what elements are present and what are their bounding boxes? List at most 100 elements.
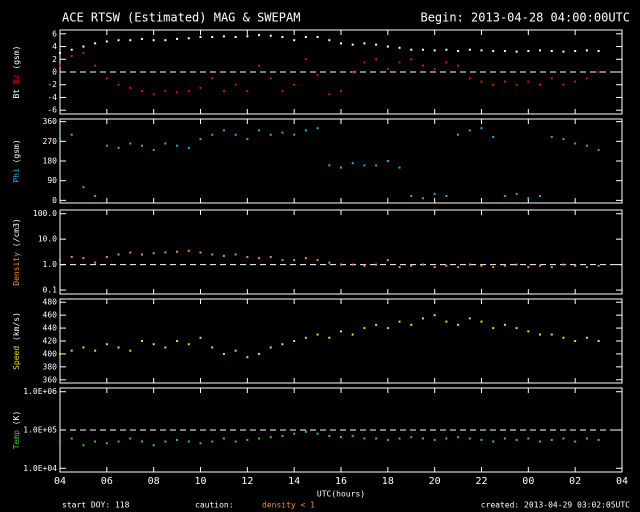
legend-entry: Bt <box>12 89 21 99</box>
data-point <box>421 317 424 320</box>
data-point <box>340 330 342 333</box>
data-point <box>187 90 190 93</box>
x-tick-label: 12 <box>241 476 253 487</box>
data-point <box>433 314 436 317</box>
data-point <box>59 259 61 262</box>
x-tick-label: 06 <box>101 476 113 487</box>
data-point <box>539 195 542 197</box>
data-point <box>105 442 108 445</box>
begin-time: Begin: 2013-04-28 04:00:00UTC <box>420 11 630 25</box>
data-point <box>222 129 225 132</box>
data-point <box>82 45 85 48</box>
data-point <box>304 430 307 433</box>
data-point <box>140 37 143 40</box>
data-point <box>468 263 471 266</box>
y-tick-label: 1.0 <box>43 260 58 269</box>
title: ACE RTSW (Estimated) MAG & SWEPAM <box>62 11 300 25</box>
data-point <box>585 49 588 52</box>
created-time: created: 2013-04-29 03:02:05UTC <box>481 501 630 510</box>
legend-entry: Temp <box>12 430 21 449</box>
data-point <box>550 77 553 80</box>
data-point <box>316 74 319 77</box>
data-point <box>421 197 424 200</box>
data-point <box>105 343 108 346</box>
y-tick-label: 1.0E+04 <box>23 464 57 473</box>
data-point <box>59 64 61 67</box>
data-point <box>94 349 97 352</box>
data-point <box>281 90 284 93</box>
y-axis-label-unit: (K) <box>12 411 21 425</box>
data-point <box>515 327 518 330</box>
data-point <box>550 135 553 138</box>
panel-frame <box>59 209 623 295</box>
y-tick-label: 2 <box>52 55 57 64</box>
data-point <box>457 436 460 439</box>
data-point <box>515 438 518 441</box>
data-point <box>445 61 448 64</box>
data-point <box>562 50 565 53</box>
data-point <box>375 263 378 266</box>
data-point <box>550 438 553 441</box>
data-point <box>152 149 155 152</box>
data-point <box>176 438 179 441</box>
data-point <box>375 58 378 61</box>
data-point <box>269 436 272 439</box>
y-tick-label: 480 <box>43 298 58 307</box>
data-point <box>375 437 378 440</box>
data-point <box>258 352 261 355</box>
data-point <box>574 340 577 342</box>
data-point <box>269 77 272 80</box>
data-point <box>480 320 483 323</box>
data-point <box>480 49 483 52</box>
data-point <box>199 36 202 38</box>
data-point <box>480 264 483 267</box>
data-point <box>316 127 319 130</box>
data-point <box>199 138 202 141</box>
legend-entry: Phi <box>12 168 21 183</box>
data-point <box>304 36 307 38</box>
data-point <box>585 437 588 440</box>
data-point <box>539 440 542 443</box>
data-point <box>94 64 97 67</box>
data-point <box>328 93 331 96</box>
data-point <box>304 336 307 339</box>
data-point <box>574 264 577 267</box>
data-point <box>515 263 518 266</box>
data-point <box>562 336 565 339</box>
data-point <box>527 50 530 52</box>
data-point <box>70 437 73 440</box>
data-point <box>421 263 424 266</box>
data-point <box>597 50 600 52</box>
y-axis-label: Phi (gsm) <box>12 139 21 182</box>
data-point <box>94 42 97 45</box>
data-point <box>152 252 155 255</box>
data-point <box>117 253 120 256</box>
data-point <box>187 37 190 40</box>
data-point <box>468 48 471 51</box>
data-point <box>340 436 342 439</box>
x-tick-label: 20 <box>429 476 441 487</box>
data-point <box>281 434 284 437</box>
data-point <box>386 259 389 262</box>
data-point <box>597 71 600 73</box>
data-point <box>562 437 565 440</box>
data-point <box>70 349 73 352</box>
data-point <box>246 35 249 38</box>
data-point <box>410 436 413 439</box>
data-point <box>164 346 167 349</box>
y-tick-label: 460 <box>43 311 58 320</box>
data-point <box>293 83 296 86</box>
data-point <box>304 257 307 260</box>
data-point <box>410 323 413 326</box>
y-tick-label: 360 <box>43 375 58 384</box>
data-point <box>269 133 272 136</box>
data-point <box>550 266 553 269</box>
data-point <box>152 39 155 42</box>
data-point <box>316 259 319 262</box>
data-point <box>550 50 553 52</box>
y-tick-label: 270 <box>43 137 58 146</box>
data-point <box>503 195 506 197</box>
x-axis-label: UTC(hours) <box>317 490 365 499</box>
data-point <box>340 166 342 169</box>
start-doy: start DOY: 118 <box>62 501 130 510</box>
